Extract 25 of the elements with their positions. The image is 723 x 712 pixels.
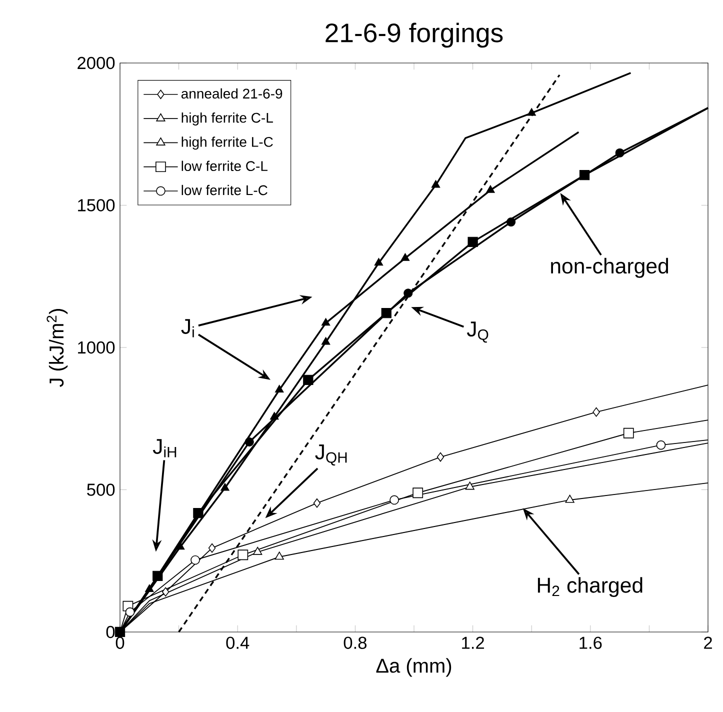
y-tick-label: 2000 [78, 56, 115, 70]
annotation: J$_{i}$ [181, 319, 194, 338]
annotation: J$_{iH}$ [152, 439, 176, 458]
x-tick-label: 1.6 [580, 636, 602, 649]
x-tick-label: 2 [704, 636, 712, 649]
legend-label: low ferrite C-L [182, 160, 268, 172]
x-tick-label: 0 [116, 636, 124, 649]
annotation: J$_{Q}$ [466, 322, 488, 343]
y-tick-label: 0 [106, 626, 115, 638]
annotation: non-charged [551, 258, 668, 278]
y-axis-title: J (kJ/m$^{2}$) [46, 308, 68, 387]
chart-title: 21-6-9 forgings [326, 22, 503, 48]
y-tick-label: 1000 [78, 341, 115, 354]
legend-label: low ferrite L-C [182, 184, 268, 196]
legend-label: high ferrite C-L [182, 112, 273, 126]
x-tick-label: 1.2 [462, 636, 484, 649]
annotation: J$_{QH}$ [315, 444, 347, 466]
x-axis-title: Δa (mm) [376, 658, 452, 677]
annotation: H$_{2}$ charged [538, 577, 642, 598]
x-tick-label: 0.4 [226, 636, 250, 649]
x-tick-label: 0.8 [344, 636, 366, 649]
legend-label: high ferrite L-C [182, 136, 273, 150]
y-tick-label: 500 [87, 484, 115, 496]
legend-label: annealed 21-6-9 [181, 88, 282, 99]
y-tick-label: 1500 [78, 199, 115, 212]
